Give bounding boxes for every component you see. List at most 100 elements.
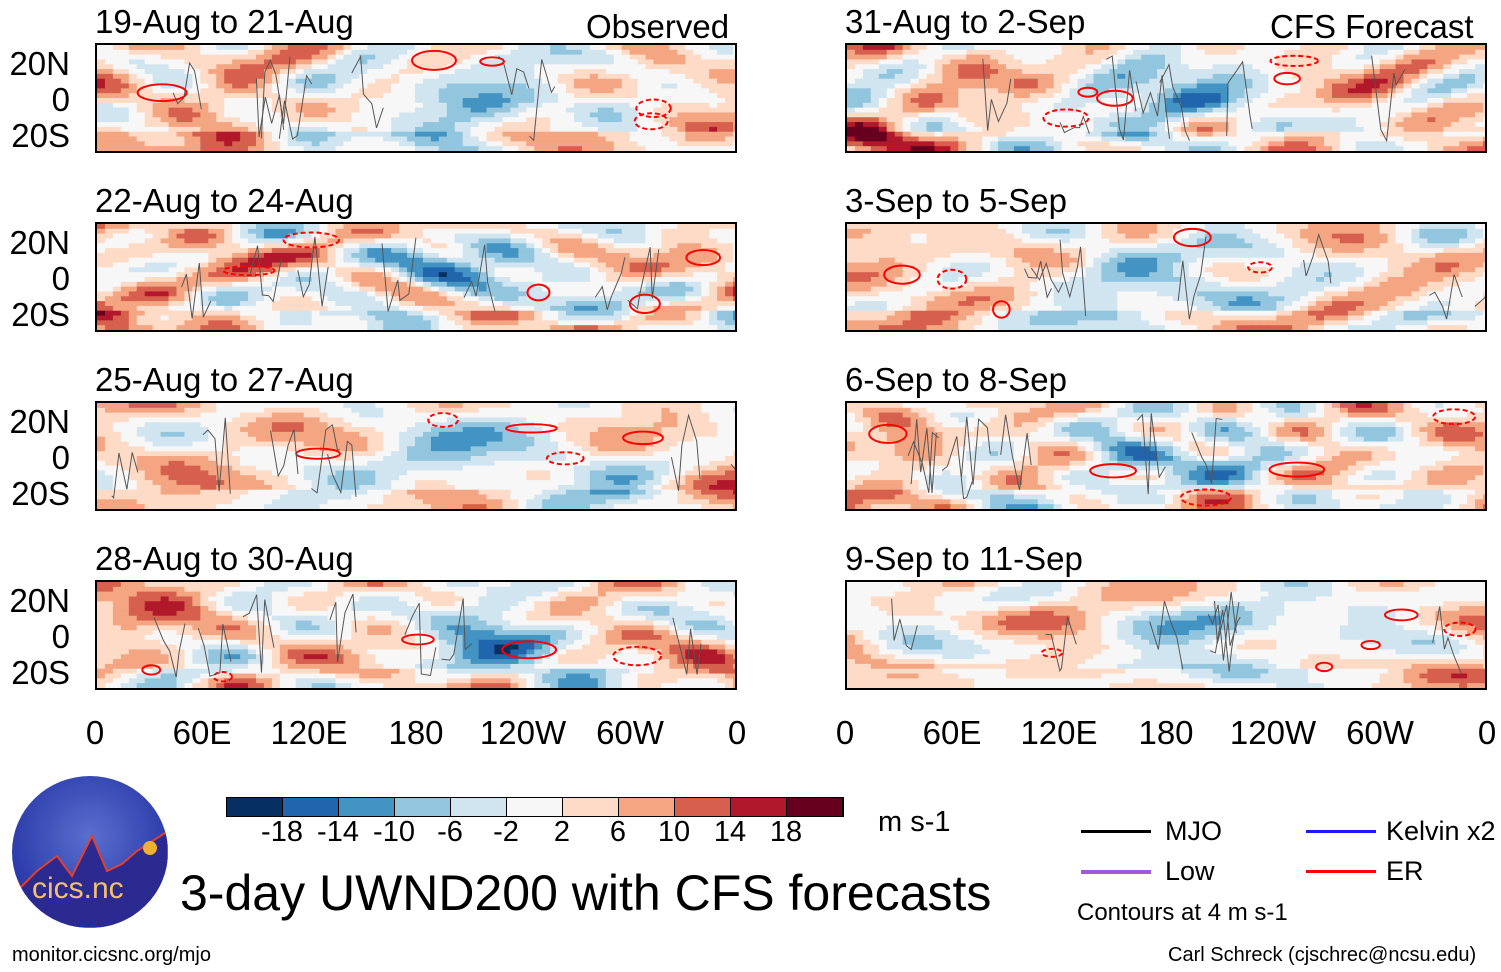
field-cell [422, 112, 432, 118]
field-cell [168, 310, 177, 317]
field-cell [526, 451, 535, 457]
field-cell [112, 122, 122, 128]
field-cell [160, 73, 170, 80]
field-cell [589, 465, 599, 471]
field-cell [637, 238, 647, 244]
field-cell [128, 117, 138, 123]
field-cell [709, 112, 718, 118]
field-cell [581, 403, 591, 409]
field-cell [446, 417, 456, 423]
field-cell [510, 465, 519, 471]
field-cell [422, 64, 432, 70]
field-cell [351, 315, 360, 321]
field-cell [597, 267, 607, 273]
field-cell [287, 325, 297, 330]
field-cell [407, 69, 416, 75]
field-cell [343, 417, 352, 423]
field-cell [430, 102, 440, 109]
field-cell [605, 238, 615, 244]
field-cell [605, 305, 615, 312]
field-cell [422, 49, 432, 56]
field-cell [224, 141, 233, 147]
field-cell [112, 257, 122, 264]
field-cell [422, 248, 432, 254]
field-cell [454, 224, 464, 230]
field-cell [359, 93, 368, 99]
field-cell [319, 325, 329, 330]
field-cell [685, 262, 694, 268]
field-cell [248, 252, 257, 259]
field-cell [645, 228, 655, 235]
field-cell [200, 422, 209, 428]
field-cell [502, 69, 511, 75]
field-cell [160, 228, 170, 235]
field-cell [208, 417, 217, 423]
field-cell [526, 69, 535, 75]
field-cell [542, 69, 551, 75]
field-cell [184, 407, 193, 414]
field-cell [629, 248, 639, 254]
field-cell [621, 141, 631, 147]
field-cell [375, 320, 384, 326]
field-cell [494, 257, 503, 264]
field-cell [510, 83, 519, 89]
field-cell [232, 403, 241, 409]
field-cell [669, 112, 678, 118]
field-cell [558, 238, 567, 244]
field-cell [184, 112, 193, 118]
field-cell [375, 64, 384, 70]
field-cell [104, 64, 114, 70]
field-cell [391, 480, 400, 486]
field-cell [422, 252, 432, 259]
field-cell [669, 224, 678, 230]
field-cell [629, 243, 639, 249]
field-cell [621, 107, 631, 113]
field-cell [502, 456, 511, 462]
field-cell [534, 117, 543, 123]
field-cell [104, 417, 114, 423]
field-cell [645, 286, 655, 292]
field-cell [128, 277, 138, 283]
field-cell [208, 126, 217, 133]
field-cell [152, 88, 162, 94]
field-cell [184, 88, 193, 94]
field-cell [327, 310, 337, 317]
field-cell [494, 315, 503, 321]
field-cell [216, 262, 225, 268]
field-cell [232, 412, 241, 418]
field-cell [454, 296, 464, 302]
field-cell [216, 480, 225, 486]
field-cell [375, 136, 384, 142]
field-cell [279, 417, 289, 423]
field-cell [367, 112, 376, 118]
field-cell [375, 480, 384, 486]
field-cell [589, 126, 599, 133]
field-cell [319, 262, 329, 268]
field-cell [653, 412, 662, 418]
field-cell [415, 146, 424, 151]
field-cell [224, 315, 233, 321]
field-cell [581, 460, 591, 467]
field-cell [542, 131, 551, 138]
field-cell [295, 228, 305, 235]
field-cell [287, 475, 297, 481]
field-cell [518, 131, 527, 138]
field-cell [486, 59, 496, 65]
field-cell [240, 78, 249, 85]
field-cell [478, 224, 488, 230]
field-cell [605, 252, 615, 259]
field-cell [470, 446, 480, 452]
field-cell [271, 78, 281, 85]
field-cell [430, 93, 440, 99]
field-cell [645, 107, 655, 113]
field-cell [136, 436, 146, 443]
field-cell [104, 427, 114, 433]
field-cell [367, 107, 376, 113]
field-cell [232, 427, 241, 433]
field-cell [550, 93, 559, 99]
field-cell [629, 320, 639, 326]
field-cell [422, 136, 432, 142]
field-cell [518, 325, 527, 330]
field-cell [621, 325, 631, 330]
field-cell [104, 436, 114, 443]
